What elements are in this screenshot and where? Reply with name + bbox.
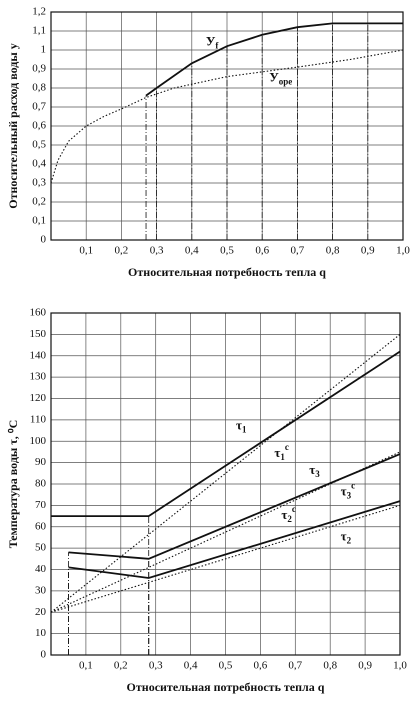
y-tick-label: 50	[35, 542, 47, 554]
x-tick-label: 0,8	[326, 245, 340, 257]
y-tick-label: 1	[41, 44, 47, 56]
label-subscript: f	[215, 40, 219, 50]
label-subscript: 1	[280, 452, 285, 462]
y-tick-label: 0,4	[32, 158, 46, 170]
y-axis-title: Температура воды τ, ⁰С	[6, 420, 20, 549]
y-tick-label: 0,7	[32, 101, 46, 113]
label-superscript: c	[351, 481, 355, 491]
label-name: τ	[341, 484, 347, 499]
x-tick-label: 0,4	[184, 660, 198, 672]
y-tick-label: 20	[35, 606, 47, 618]
x-tick-label: 0,1	[79, 245, 93, 257]
label-subscript: 1	[242, 424, 247, 434]
label-subscript: 2	[287, 514, 292, 524]
label-subscript: 2	[347, 536, 352, 546]
y-tick-label: 70	[35, 499, 47, 511]
x-tick-label: 0,9	[361, 245, 375, 257]
y-tick-label: 130	[30, 371, 47, 383]
label-subscript: 3	[315, 469, 320, 479]
x-tick-label: 0,6	[254, 660, 268, 672]
y-tick-label: 120	[30, 392, 47, 404]
y-tick-label: 90	[35, 456, 47, 468]
y-tick-label: 0,8	[32, 82, 46, 94]
series-line	[68, 500, 401, 579]
label-superscript: c	[285, 442, 289, 452]
x-tick-label: 0,9	[358, 660, 372, 672]
x-tick-label: 0,4	[185, 245, 199, 257]
y-tick-label: 30	[35, 584, 47, 596]
series-line	[50, 504, 401, 613]
y-tick-label: 0	[41, 649, 47, 661]
label-subscript: ope	[279, 77, 293, 87]
label-name: τ	[341, 528, 347, 543]
y-tick-label: 0,6	[32, 120, 46, 132]
series-line	[50, 451, 401, 613]
series-line	[50, 49, 404, 184]
y-tick-label: 140	[30, 349, 47, 361]
label-name: У	[269, 69, 279, 84]
label-name: τ	[274, 445, 280, 460]
label-subscript: 3	[347, 491, 352, 501]
y-tick-label: 100	[30, 435, 47, 447]
label-name: τ	[309, 462, 315, 477]
y-tick-label: 150	[30, 328, 47, 340]
y-tick-label: 0,1	[32, 215, 46, 227]
series-label: τ3	[309, 462, 320, 479]
x-tick-label: 0,5	[219, 660, 233, 672]
y-tick-label: 0,9	[32, 63, 46, 75]
y-tick-label: 0,5	[32, 139, 46, 151]
y-tick-label: 110	[30, 413, 47, 425]
series-label: Уope	[269, 69, 292, 86]
y-tick-label: 80	[35, 478, 47, 490]
label-superscript: c	[292, 504, 296, 514]
x-axis-title: Относительная потребность тепла q	[127, 680, 325, 694]
series-line	[68, 453, 401, 560]
y-tick-label: 0,3	[32, 177, 46, 189]
x-tick-label: 0,2	[114, 660, 128, 672]
series-label: τ1c	[274, 442, 289, 462]
x-tick-label: 0,6	[255, 245, 269, 257]
y-tick-label: 160	[30, 307, 47, 319]
y-tick-label: 1,2	[32, 6, 46, 18]
series-line	[51, 350, 401, 517]
x-tick-label: 1,0	[396, 245, 410, 257]
series-label: τ2c	[281, 504, 296, 524]
series-line	[50, 333, 401, 613]
label-name: У	[206, 33, 216, 48]
x-axis-title: Относительная потребность тепла q	[128, 265, 326, 279]
x-tick-label: 0,8	[323, 660, 337, 672]
series-label: Уf	[206, 33, 220, 50]
y-tick-label: 0,2	[32, 196, 46, 208]
series-label: τ3c	[341, 481, 356, 501]
x-tick-label: 0,2	[115, 245, 129, 257]
x-tick-label: 0,3	[149, 660, 163, 672]
y-axis-title: Относительный расход воды у	[6, 43, 20, 208]
y-tick-label: 60	[35, 520, 47, 532]
x-tick-label: 1,0	[393, 660, 407, 672]
label-name: τ	[281, 507, 287, 522]
series-label: τ2	[341, 528, 352, 545]
x-tick-label: 0,7	[291, 245, 305, 257]
y-tick-label: 40	[35, 563, 47, 575]
x-tick-label: 0,5	[220, 245, 234, 257]
y-tick-label: 10	[35, 627, 47, 639]
x-tick-label: 0,1	[79, 660, 93, 672]
x-tick-label: 0,7	[288, 660, 302, 672]
y-tick-label: 1,1	[32, 25, 46, 37]
plot-frame	[50, 312, 401, 656]
series-label: τ1	[236, 417, 247, 434]
label-name: τ	[236, 417, 242, 432]
y-tick-label: 0	[41, 234, 47, 246]
x-tick-label: 0,3	[150, 245, 164, 257]
series-line	[145, 22, 403, 97]
